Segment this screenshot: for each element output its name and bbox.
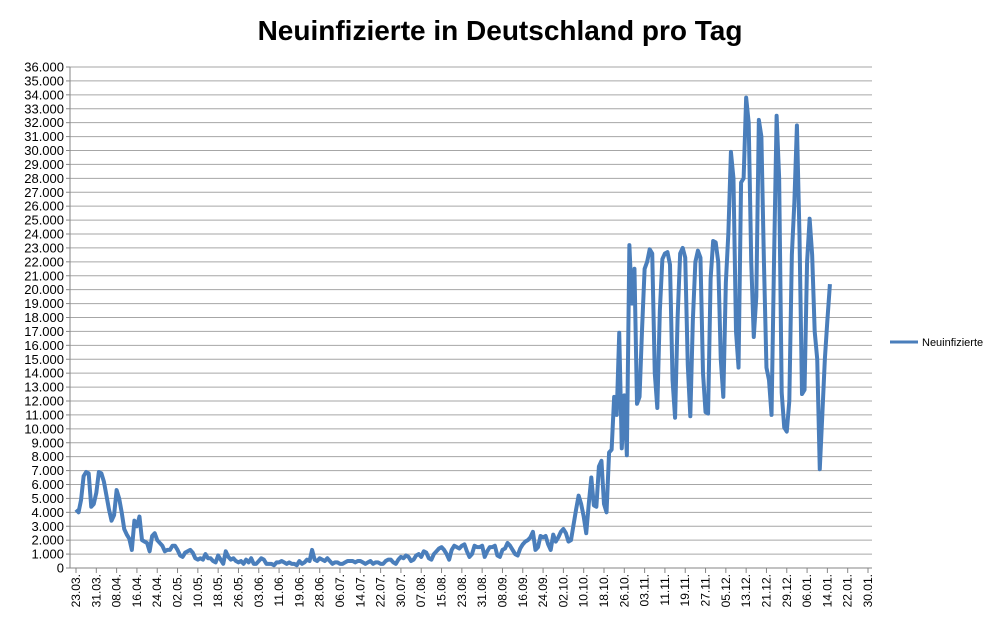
y-tick-label: 8.000 xyxy=(31,449,64,464)
x-tick-label: 06.01. xyxy=(800,574,814,607)
x-tick-label: 16.09. xyxy=(516,574,530,607)
y-tick-label: 32.000 xyxy=(24,115,64,130)
x-tick-label: 14.07. xyxy=(353,574,367,607)
y-tick-label: 5.000 xyxy=(31,491,64,506)
x-tick-label: 08.09. xyxy=(495,574,509,607)
x-tick-label: 27.11. xyxy=(699,574,713,606)
y-tick-label: 24.000 xyxy=(24,227,64,242)
x-tick-label: 23.08. xyxy=(455,574,469,607)
y-tick-label: 25.000 xyxy=(24,213,64,228)
x-tick-label: 08.04. xyxy=(110,574,124,607)
x-tick-label: 24.09. xyxy=(536,574,550,607)
y-tick-label: 13.000 xyxy=(24,380,64,395)
y-tick-label: 30.000 xyxy=(24,143,64,158)
y-tick-label: 28.000 xyxy=(24,171,64,186)
x-tick-label: 30.07. xyxy=(394,574,408,607)
y-tick-label: 19.000 xyxy=(24,296,64,311)
x-tick-label: 18.05. xyxy=(211,574,225,607)
y-tick-label: 36.000 xyxy=(24,60,64,75)
legend-label: Neuinfizierte xyxy=(922,337,983,349)
y-tick-label: 1.000 xyxy=(31,547,64,562)
y-tick-label: 17.000 xyxy=(24,324,64,339)
y-tick-label: 35.000 xyxy=(24,73,64,88)
x-tick-label: 29.12. xyxy=(780,574,794,607)
x-tick-label: 31.03. xyxy=(89,574,103,607)
y-tick-label: 23.000 xyxy=(24,240,64,255)
y-tick-label: 20.000 xyxy=(24,282,64,297)
x-tick-label: 26.05. xyxy=(231,574,245,607)
x-tick-label: 24.04. xyxy=(150,574,164,607)
y-tick-label: 15.000 xyxy=(24,352,64,367)
y-tick-label: 16.000 xyxy=(24,338,64,353)
y-tick-label: 9.000 xyxy=(31,435,64,450)
x-tick-label: 19.06. xyxy=(292,574,306,607)
x-tick-label: 10.10. xyxy=(577,574,591,607)
y-tick-label: 6.000 xyxy=(31,477,64,492)
x-tick-label: 18.10. xyxy=(597,574,611,607)
y-tick-label: 3.000 xyxy=(31,519,64,534)
x-tick-label: 11.11. xyxy=(658,574,672,606)
x-tick-label: 30.01. xyxy=(861,574,875,607)
x-tick-label: 26.10. xyxy=(617,574,631,607)
y-tick-label: 0 xyxy=(57,561,64,576)
x-tick-label: 03.06. xyxy=(252,574,266,607)
x-tick-label: 14.01. xyxy=(820,574,834,607)
y-tick-label: 2.000 xyxy=(31,533,64,548)
y-tick-label: 31.000 xyxy=(24,129,64,144)
y-tick-label: 21.000 xyxy=(24,268,64,283)
data-line xyxy=(74,95,832,568)
x-tick-label: 22.01. xyxy=(841,574,855,607)
x-tick-label: 19.11. xyxy=(678,574,692,606)
x-tick-label: 02.10. xyxy=(556,574,570,607)
x-tick-label: 06.07. xyxy=(333,574,347,607)
y-tick-label: 10.000 xyxy=(24,421,64,436)
y-tick-label: 27.000 xyxy=(24,185,64,200)
y-tick-label: 18.000 xyxy=(24,310,64,325)
x-tick-label: 07.08. xyxy=(414,574,428,607)
y-tick-label: 14.000 xyxy=(24,366,64,381)
y-tick-label: 4.000 xyxy=(31,505,64,520)
x-tick-label: 11.06. xyxy=(272,574,286,606)
x-tick-label: 16.04. xyxy=(130,574,144,607)
y-tick-label: 34.000 xyxy=(24,87,64,102)
x-tick-label: 02.05. xyxy=(171,574,185,607)
y-tick-label: 7.000 xyxy=(31,463,64,478)
y-tick-label: 26.000 xyxy=(24,199,64,214)
y-tick-label: 22.000 xyxy=(24,254,64,269)
y-tick-label: 29.000 xyxy=(24,157,64,172)
x-tick-label: 23.03. xyxy=(69,574,83,607)
x-tick-label: 03.11. xyxy=(638,574,652,606)
x-tick-label: 31.08. xyxy=(475,574,489,607)
y-tick-label: 12.000 xyxy=(24,394,64,409)
y-tick-label: 11.000 xyxy=(25,407,64,422)
x-tick-label: 22.07. xyxy=(374,574,388,607)
x-tick-label: 28.06. xyxy=(313,574,327,607)
x-tick-label: 21.12. xyxy=(759,574,773,607)
chart-title: Neuinfizierte in Deutschland pro Tag xyxy=(258,15,743,46)
y-tick-label: 33.000 xyxy=(24,101,64,116)
x-tick-label: 10.05. xyxy=(191,574,205,607)
x-tick-label: 05.12. xyxy=(719,574,733,607)
x-tick-label: 15.08. xyxy=(435,574,449,607)
x-tick-label: 13.12. xyxy=(739,574,753,607)
